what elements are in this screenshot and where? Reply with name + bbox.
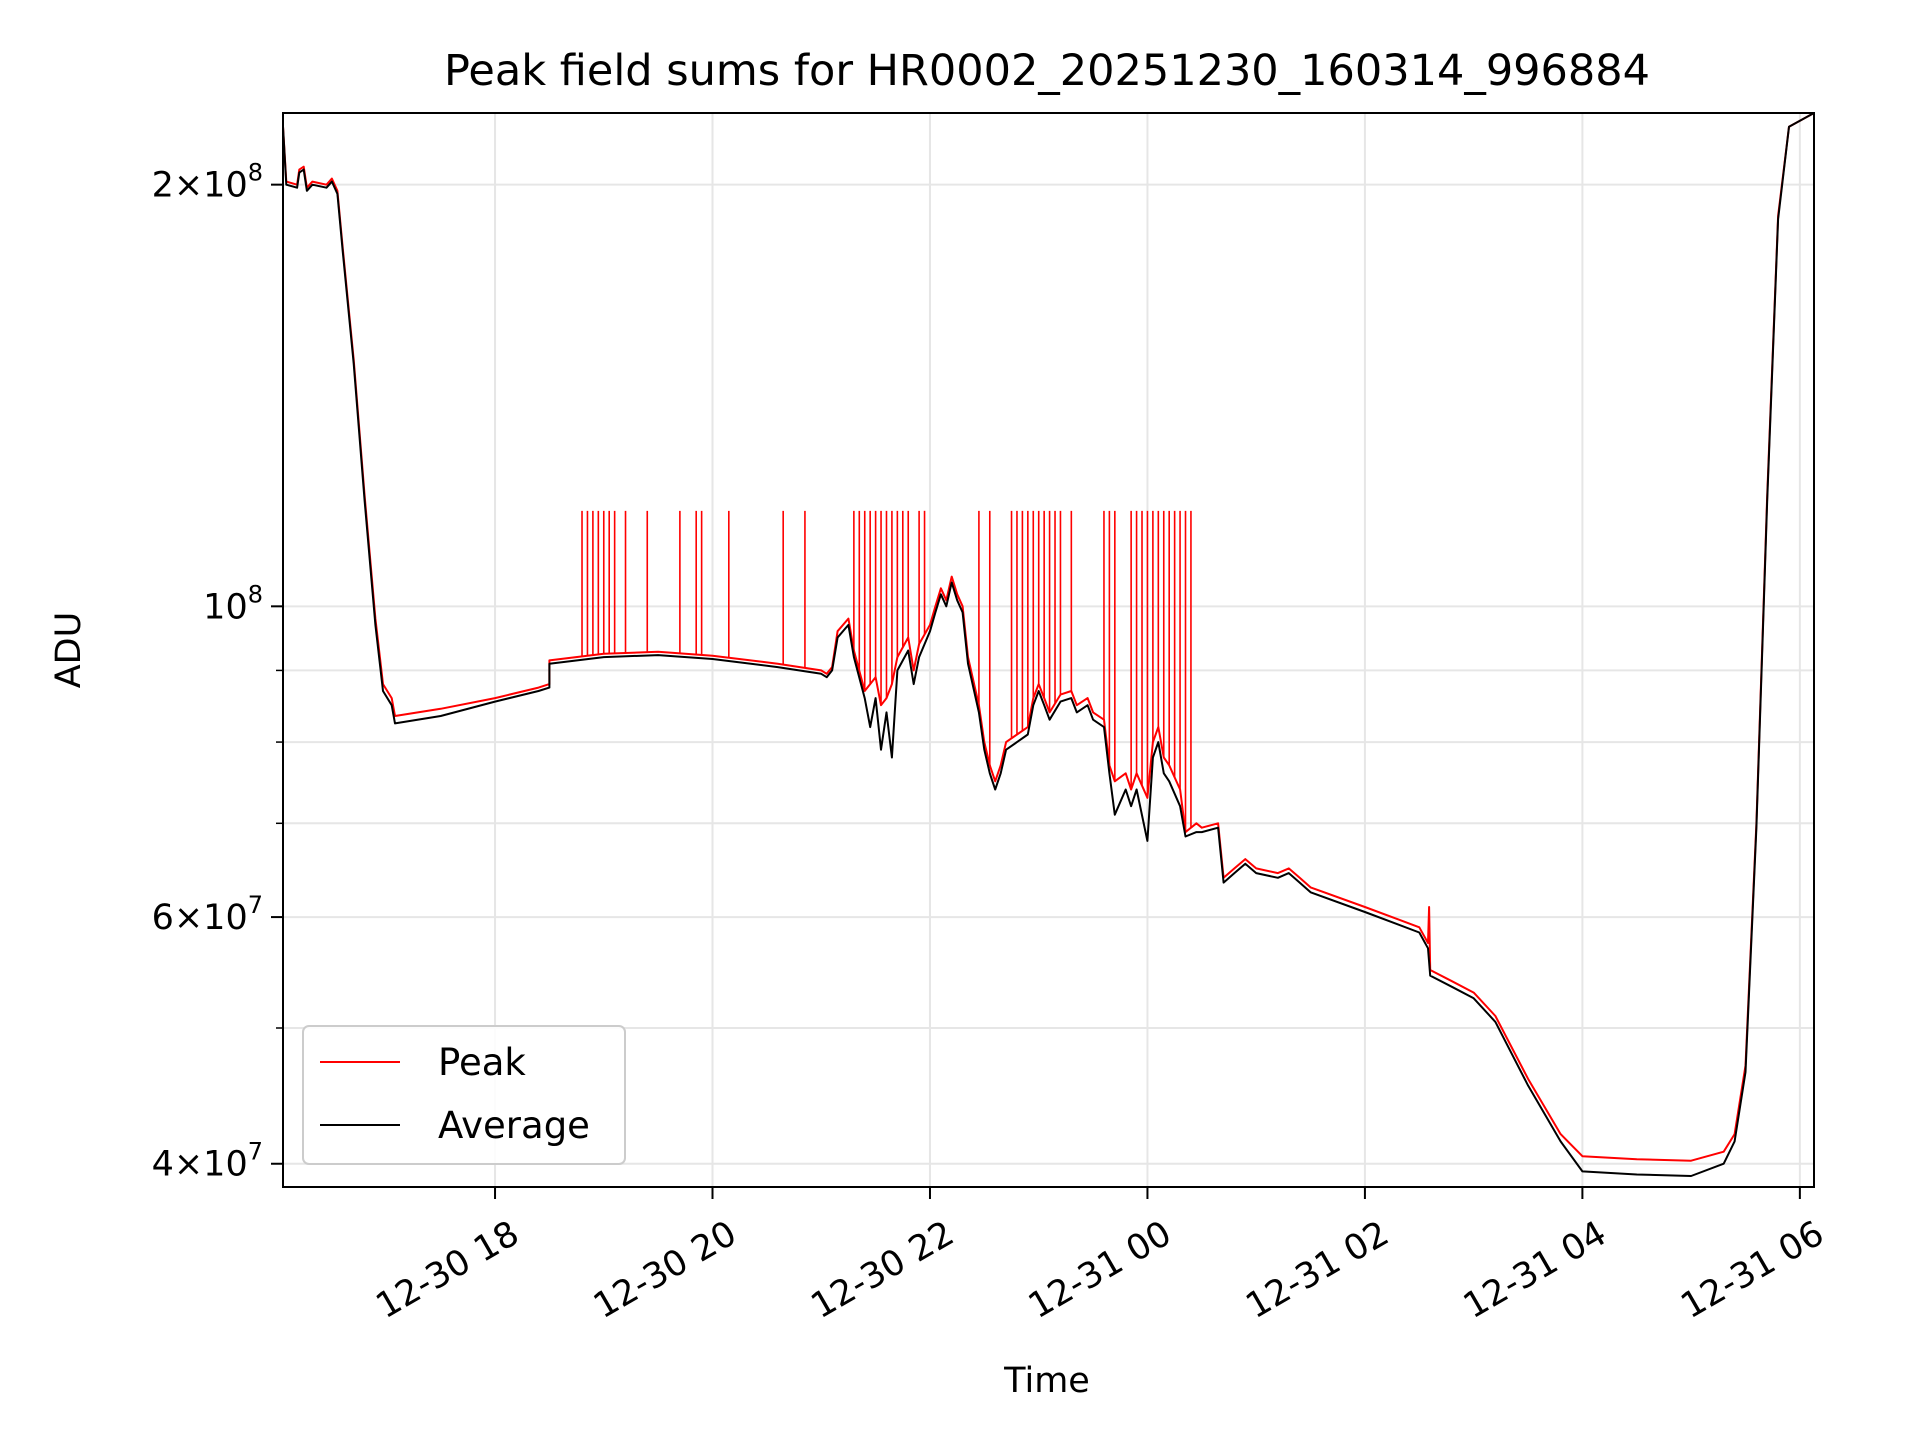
y-tick-label: 4×107 [152,1138,263,1185]
y-tick-label: 6×107 [152,891,263,938]
chart-title: Peak field sums for HR0002_20251230_1603… [444,46,1650,96]
plot-frame [282,112,1815,1188]
legend-label-peak: Peak [438,1041,526,1084]
x-axis-label: Time [1003,1361,1090,1401]
y-tick-label: 108 [203,580,263,627]
series-line-average [282,112,1815,1177]
y-axis-label: ADU [49,612,89,689]
y-axis: 4×107 6×107 108 2×108 [152,159,283,1185]
legend-box [302,1025,626,1165]
y-tick-label: 2×108 [152,159,263,206]
legend-label-average: Average [438,1104,590,1147]
plot-area [282,112,1815,1177]
legend: Peak Average [302,1025,626,1165]
